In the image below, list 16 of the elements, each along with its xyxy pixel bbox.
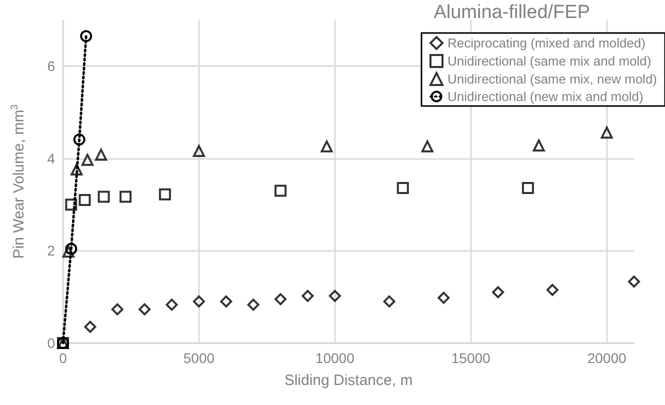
- legend-label: Reciprocating (mixed and molded): [447, 36, 646, 50]
- y-tick-label: 6: [47, 58, 56, 74]
- x-tick-label: 10000: [315, 350, 355, 366]
- x-tick-label: 15000: [451, 350, 491, 366]
- x-tick-label: 5000: [183, 350, 215, 366]
- x-axis-title: Sliding Distance, m: [284, 372, 413, 389]
- y-axis-title: Pin Wear Volume, mm3: [10, 104, 28, 259]
- x-tick-label: 20000: [587, 350, 626, 366]
- legend-label: Unidirectional (new mix and mold): [447, 89, 644, 104]
- legend-label: Unidirectional (same mix, new mold): [447, 72, 658, 86]
- y-tick-label: 2: [47, 242, 56, 259]
- legend-label: Unidirectional (same mix and mold): [447, 54, 652, 68]
- y-tick-label: 0: [47, 335, 56, 351]
- chart-title: Alumina-filled/FEP: [434, 2, 590, 23]
- x-tick-label: 0: [59, 350, 68, 366]
- y-tick-label: 4: [47, 150, 56, 166]
